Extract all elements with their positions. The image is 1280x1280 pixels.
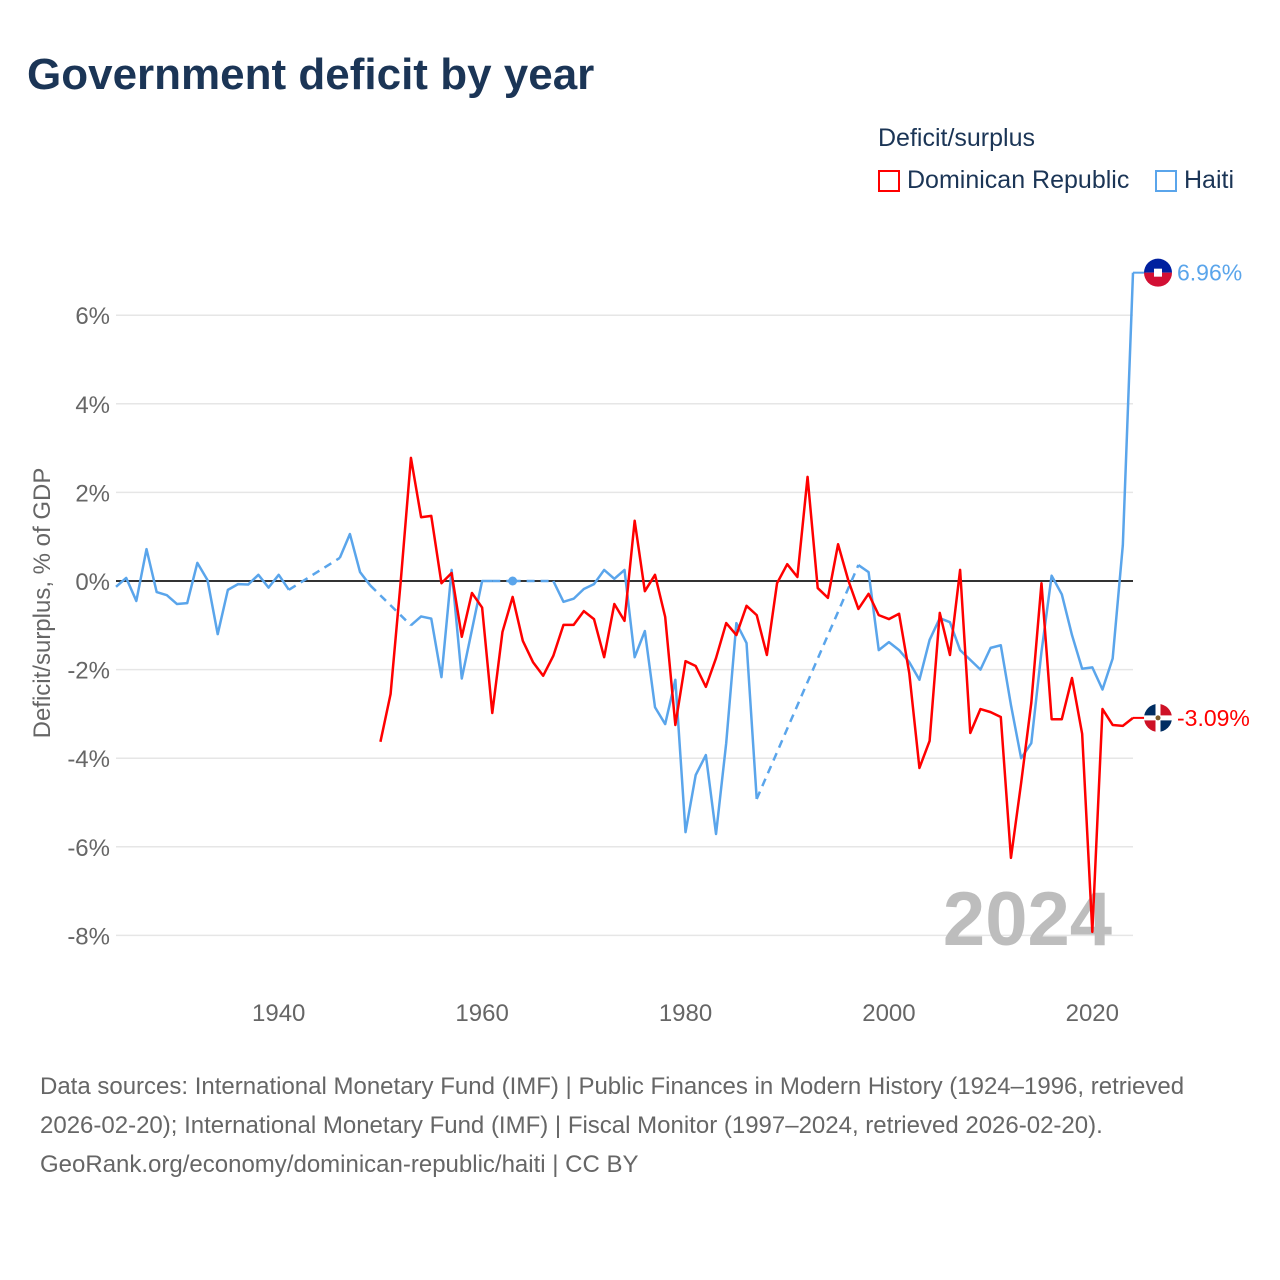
series-gap-connector [755, 564, 860, 800]
legend-item-dominican-republic[interactable]: Dominican Republic [878, 166, 1129, 195]
haiti-flag-icon [1144, 258, 1172, 287]
series-gap-connector [288, 556, 341, 591]
y-axis-label: Deficit/surplus, % of GDP [29, 468, 56, 739]
line-chart: -8% -6% -4% -2% 0% 2% 4% 6% 1940 1960 1980 2000 2020… [29, 258, 1250, 1027]
legend-label: Dominican Republic [907, 166, 1130, 194]
y-tick-label: -2% [67, 658, 110, 685]
series-line-haiti [115, 272, 1135, 836]
legend-swatch-dominican-republic [878, 169, 900, 192]
x-tick-label: 1940 [252, 1000, 305, 1027]
legend-label: Haiti [1184, 166, 1235, 194]
x-tick-label: 2000 [862, 1000, 915, 1027]
credit-link[interactable]: GeoRank.org/economy/dominican-republic/h… [40, 1151, 639, 1178]
legend-swatch-haiti [1155, 169, 1177, 192]
y-tick-label: -8% [67, 923, 110, 950]
y-tick-label: -6% [67, 835, 110, 862]
series-line-dominican-republic [379, 456, 1134, 934]
legend-title: Deficit/surplus [878, 124, 1035, 152]
y-tick-label: 2% [75, 480, 110, 507]
footer: Data sources: International Monetary Fun… [40, 1067, 1240, 1184]
x-tick-label: 1960 [455, 1000, 508, 1027]
series-gap-connector [369, 584, 412, 627]
y-tick-label: 6% [75, 303, 110, 330]
y-tick-label: -4% [67, 746, 110, 773]
chart-title: Government deficit by year [27, 50, 595, 99]
x-tick-label: 1980 [659, 1000, 712, 1027]
year-watermark: 2024 [943, 877, 1112, 962]
y-tick-label: 0% [75, 569, 110, 596]
legend-item-haiti[interactable]: Haiti [1155, 166, 1234, 195]
dominican-republic-flag-icon [1144, 703, 1172, 732]
end-label: -3.09% [1177, 705, 1250, 731]
x-tick-label: 2020 [1066, 1000, 1119, 1027]
end-label: 6.96% [1177, 260, 1242, 286]
data-sources: Data sources: International Monetary Fun… [40, 1073, 1185, 1139]
y-tick-label: 4% [75, 392, 110, 419]
